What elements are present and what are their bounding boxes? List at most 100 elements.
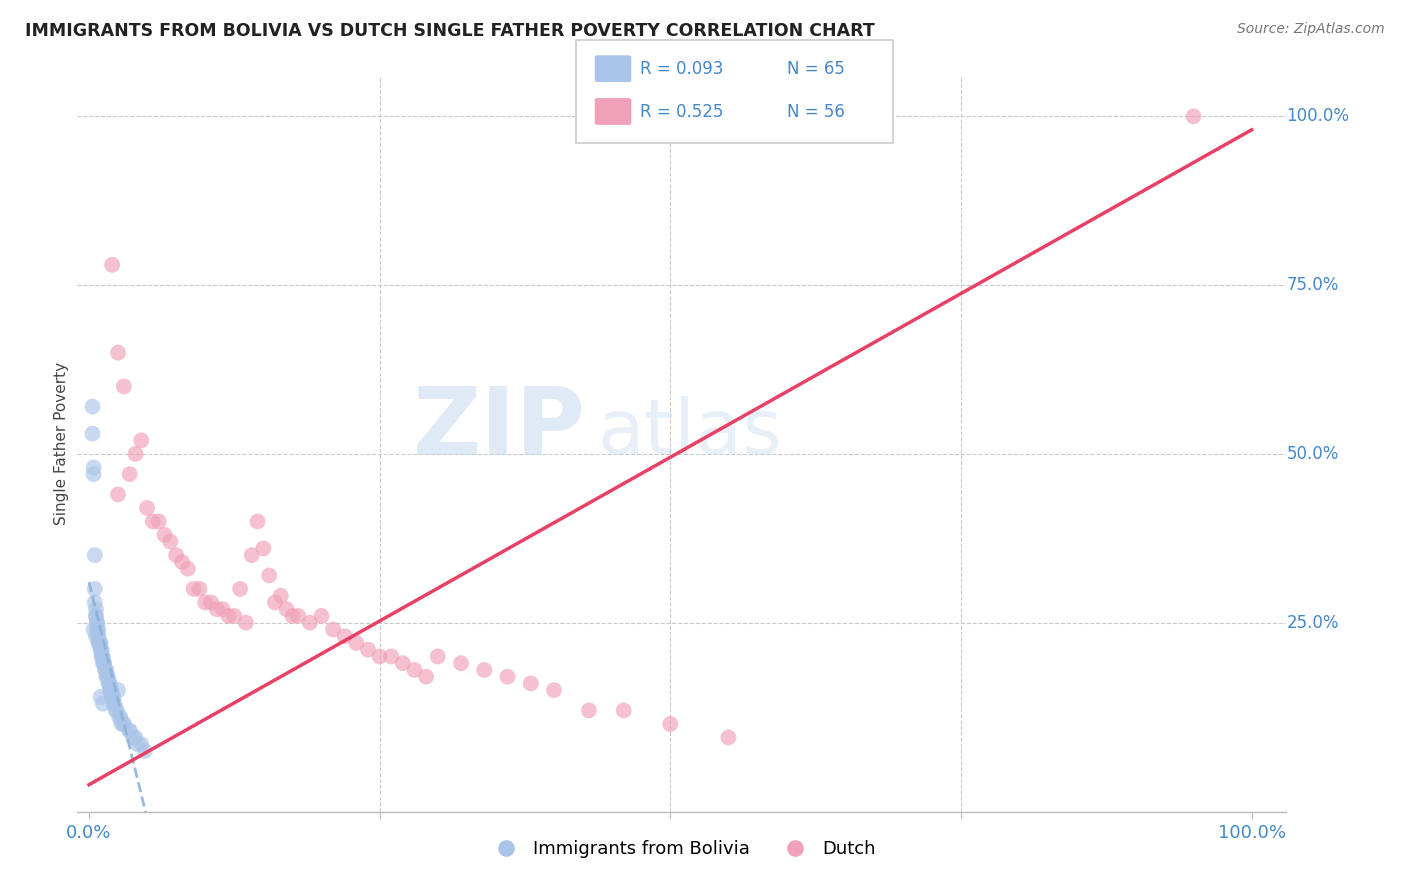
Point bbox=[103, 697, 125, 711]
Point bbox=[108, 710, 131, 724]
Point bbox=[426, 649, 449, 664]
Point bbox=[93, 656, 115, 670]
Point bbox=[183, 582, 205, 596]
Point bbox=[257, 568, 280, 582]
Point bbox=[122, 731, 145, 745]
Point bbox=[96, 663, 118, 677]
Point bbox=[84, 609, 107, 624]
Point bbox=[246, 515, 269, 529]
Point bbox=[86, 623, 108, 637]
Point bbox=[124, 447, 146, 461]
Point bbox=[270, 589, 292, 603]
Point bbox=[82, 400, 104, 414]
Point bbox=[142, 515, 165, 529]
Point bbox=[613, 703, 636, 717]
Point bbox=[543, 683, 565, 698]
Point bbox=[496, 670, 519, 684]
Point bbox=[87, 623, 110, 637]
Text: 50.0%: 50.0% bbox=[1286, 445, 1339, 463]
Point bbox=[97, 676, 120, 690]
Point bbox=[472, 663, 495, 677]
Text: N = 65: N = 65 bbox=[787, 60, 845, 78]
Point bbox=[90, 642, 112, 657]
Text: 100.0%: 100.0% bbox=[1286, 107, 1350, 126]
Point bbox=[205, 602, 228, 616]
Text: R = 0.093: R = 0.093 bbox=[640, 60, 723, 78]
Point bbox=[450, 656, 472, 670]
Point bbox=[96, 670, 118, 684]
Point bbox=[91, 697, 114, 711]
Point bbox=[90, 642, 112, 657]
Point bbox=[194, 595, 217, 609]
Point bbox=[129, 737, 152, 751]
Point bbox=[107, 345, 129, 359]
Point bbox=[322, 623, 344, 637]
Point bbox=[211, 602, 233, 616]
Point bbox=[264, 595, 287, 609]
Point bbox=[91, 649, 114, 664]
Point bbox=[98, 676, 121, 690]
Point bbox=[281, 609, 304, 624]
Point bbox=[252, 541, 274, 556]
Point bbox=[101, 690, 124, 704]
Text: IMMIGRANTS FROM BOLIVIA VS DUTCH SINGLE FATHER POVERTY CORRELATION CHART: IMMIGRANTS FROM BOLIVIA VS DUTCH SINGLE … bbox=[25, 22, 875, 40]
Point bbox=[90, 642, 112, 657]
Point bbox=[103, 690, 125, 704]
Point bbox=[84, 609, 107, 624]
Point bbox=[105, 703, 128, 717]
Point bbox=[235, 615, 257, 630]
Point bbox=[177, 562, 200, 576]
Point bbox=[96, 670, 118, 684]
Text: Source: ZipAtlas.com: Source: ZipAtlas.com bbox=[1237, 22, 1385, 37]
Point bbox=[368, 649, 391, 664]
Point bbox=[311, 609, 333, 624]
Text: 25.0%: 25.0% bbox=[1286, 614, 1339, 632]
Point bbox=[1182, 109, 1205, 123]
Point bbox=[84, 602, 107, 616]
Point bbox=[159, 534, 181, 549]
Point bbox=[287, 609, 309, 624]
Point bbox=[200, 595, 222, 609]
Point bbox=[89, 636, 111, 650]
Point bbox=[380, 649, 402, 664]
Point bbox=[107, 683, 129, 698]
Point bbox=[110, 710, 132, 724]
Point bbox=[98, 683, 121, 698]
Point bbox=[84, 629, 107, 643]
Point bbox=[100, 683, 122, 698]
Point bbox=[217, 609, 239, 624]
Text: 75.0%: 75.0% bbox=[1286, 277, 1339, 294]
Point bbox=[520, 676, 543, 690]
Point bbox=[83, 548, 105, 562]
Point bbox=[415, 670, 437, 684]
Point bbox=[83, 595, 105, 609]
Point bbox=[276, 602, 298, 616]
Point bbox=[100, 683, 122, 698]
Point bbox=[112, 717, 135, 731]
Point bbox=[91, 656, 114, 670]
Point bbox=[129, 434, 152, 448]
Point bbox=[97, 676, 120, 690]
Point bbox=[344, 636, 367, 650]
Point bbox=[93, 656, 115, 670]
Point bbox=[96, 670, 118, 684]
Point bbox=[170, 555, 193, 569]
Point bbox=[86, 615, 108, 630]
Point bbox=[101, 690, 124, 704]
Point bbox=[188, 582, 211, 596]
Point bbox=[110, 717, 132, 731]
Point bbox=[83, 582, 105, 596]
Legend: Immigrants from Bolivia, Dutch: Immigrants from Bolivia, Dutch bbox=[481, 833, 883, 865]
Point bbox=[404, 663, 426, 677]
Text: N = 56: N = 56 bbox=[787, 103, 845, 120]
Point bbox=[87, 629, 110, 643]
Point bbox=[112, 379, 135, 393]
Point bbox=[94, 663, 117, 677]
Point bbox=[112, 717, 135, 731]
Point bbox=[94, 663, 117, 677]
Text: atlas: atlas bbox=[598, 396, 782, 470]
Point bbox=[717, 731, 740, 745]
Point bbox=[578, 703, 600, 717]
Point bbox=[392, 656, 415, 670]
Point bbox=[118, 723, 141, 738]
